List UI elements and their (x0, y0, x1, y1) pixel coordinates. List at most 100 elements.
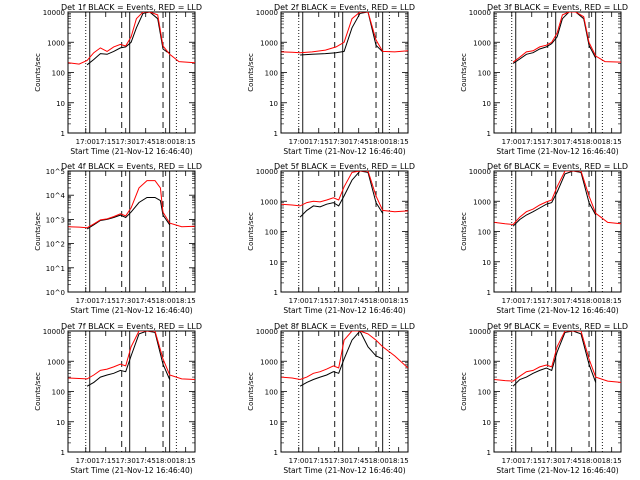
lld-series-line (68, 331, 195, 380)
x-tick-label: 17:45 (136, 138, 156, 146)
panel-det-8: Det 8f BLACK = Events, RED = LLD 1 10 100 10… (247, 322, 415, 475)
y-tick-label: 100 (478, 229, 491, 237)
panel-title: Det 6f BLACK = Events, RED = LLD (487, 162, 628, 171)
x-tick-label: 17:15 (96, 457, 116, 465)
x-tick-label: 18:00 (582, 138, 602, 146)
x-tick-label: 18:00 (582, 457, 602, 465)
y-axis-label: Counts/sec (247, 212, 255, 251)
events-series-line (512, 12, 597, 64)
x-tick-label: 18:15 (602, 138, 622, 146)
x-tick-label: 17:45 (136, 457, 156, 465)
x-tick-label: 17:00 (502, 457, 522, 465)
x-tick-label: 17:45 (349, 138, 369, 146)
lld-series-line (494, 331, 621, 383)
y-tick-label: 10 (482, 259, 491, 267)
y-axis-label: Counts/sec (34, 212, 42, 251)
y-tick-label: 1 (61, 449, 65, 457)
y-axis-label: Counts/sec (247, 372, 255, 411)
events-series-line (86, 12, 170, 66)
x-tick-label: 17:15 (522, 297, 542, 305)
x-tick-label: 17:00 (289, 457, 309, 465)
y-axis-label: Counts/sec (247, 53, 255, 92)
y-tick-label: 1 (487, 130, 491, 138)
x-tick-label: 17:45 (349, 297, 369, 305)
y-tick-label: 1000 (260, 358, 278, 366)
x-axis-label: Start Time (21-Nov-12 16:46:40) (70, 147, 192, 156)
y-tick-label: 10 (56, 419, 65, 427)
y-tick-label: 10000 (469, 168, 491, 176)
lld-series-line (512, 12, 621, 63)
x-tick-label: 18:15 (389, 457, 409, 465)
panel-det-6: Det 6f BLACK = Events, RED = LLD 1 10 100 10… (460, 162, 628, 315)
x-tick-label: 17:15 (522, 138, 542, 146)
panel-det-5: Det 5f BLACK = Events, RED = LLD 1 10 100 10… (247, 162, 415, 315)
x-tick-label: 17:00 (76, 297, 96, 305)
x-tick-label: 18:00 (156, 138, 176, 146)
y-tick-label: 10000 (256, 328, 278, 336)
panel-det-2: Det 2f BLACK = Events, RED = LLD 1 10 100 10… (247, 3, 415, 156)
y-tick-label: 10 (56, 100, 65, 108)
x-tick-label: 17:15 (96, 297, 116, 305)
y-tick-label: 1000 (260, 39, 278, 47)
x-axis-label: Start Time (21-Nov-12 16:46:40) (496, 147, 618, 156)
y-tick-label: 1 (487, 449, 491, 457)
x-tick-label: 17:30 (542, 457, 562, 465)
x-tick-label: 18:00 (156, 297, 176, 305)
x-tick-label: 18:15 (389, 138, 409, 146)
x-tick-label: 17:30 (329, 457, 349, 465)
x-axis-label: Start Time (21-Nov-12 16:46:40) (496, 306, 618, 315)
y-tick-label: 100 (478, 70, 491, 78)
x-tick-label: 17:45 (562, 297, 582, 305)
x-tick-label: 18:00 (156, 457, 176, 465)
y-axis-label: Counts/sec (460, 53, 468, 92)
y-tick-label: 10^2 (46, 241, 65, 249)
panel-title: Det 8f BLACK = Events, RED = LLD (274, 322, 415, 331)
y-tick-label: 1000 (260, 198, 278, 206)
x-tick-label: 17:15 (309, 457, 329, 465)
y-tick-label: 1 (487, 289, 491, 297)
panel-title: Det 4f BLACK = Events, RED = LLD (61, 162, 202, 171)
y-tick-label: 10 (269, 259, 278, 267)
y-tick-label: 10000 (469, 9, 491, 17)
y-tick-label: 10000 (43, 328, 65, 336)
panel-det-9: Det 9f BLACK = Events, RED = LLD 1 10 100 10… (460, 322, 628, 475)
x-tick-label: 17:15 (309, 297, 329, 305)
x-tick-label: 18:00 (369, 138, 389, 146)
y-tick-label: 100 (52, 389, 65, 397)
x-tick-label: 17:30 (329, 138, 349, 146)
x-tick-label: 17:30 (542, 138, 562, 146)
x-tick-label: 18:15 (176, 138, 196, 146)
x-tick-label: 17:45 (349, 457, 369, 465)
x-axis-label: Start Time (21-Nov-12 16:46:40) (283, 147, 405, 156)
events-series-line (86, 197, 171, 230)
y-tick-label: 100 (478, 389, 491, 397)
panel-title: Det 1f BLACK = Events, RED = LLD (61, 3, 202, 12)
x-tick-label: 18:15 (176, 297, 196, 305)
y-tick-label: 1000 (473, 358, 491, 366)
plot-frame (67, 170, 196, 293)
x-axis-label: Start Time (21-Nov-12 16:46:40) (70, 306, 192, 315)
y-tick-label: 1000 (473, 198, 491, 206)
x-tick-label: 17:30 (116, 457, 136, 465)
y-tick-label: 10^4 (46, 192, 66, 200)
panel-det-3: Det 3f BLACK = Events, RED = LLD 1 10 100 10… (460, 3, 628, 156)
y-tick-label: 10 (269, 419, 278, 427)
x-tick-label: 18:15 (602, 457, 622, 465)
panel-title: Det 7f BLACK = Events, RED = LLD (61, 322, 202, 331)
y-tick-label: 100 (265, 70, 278, 78)
x-tick-label: 17:00 (289, 138, 309, 146)
y-tick-label: 10^0 (46, 289, 65, 297)
lld-series-line (281, 331, 408, 381)
x-tick-label: 17:30 (542, 297, 562, 305)
y-tick-label: 1000 (47, 358, 65, 366)
x-tick-label: 18:15 (602, 297, 622, 305)
y-tick-label: 100 (265, 389, 278, 397)
x-tick-label: 17:15 (522, 457, 542, 465)
x-tick-label: 17:45 (562, 138, 582, 146)
y-tick-label: 1 (274, 289, 278, 297)
y-tick-label: 1 (274, 449, 278, 457)
panel-det-7: Det 7f BLACK = Events, RED = LLD 1 10 100 10… (34, 322, 202, 475)
x-axis-label: Start Time (21-Nov-12 16:46:40) (283, 306, 405, 315)
y-tick-label: 100 (52, 70, 65, 78)
